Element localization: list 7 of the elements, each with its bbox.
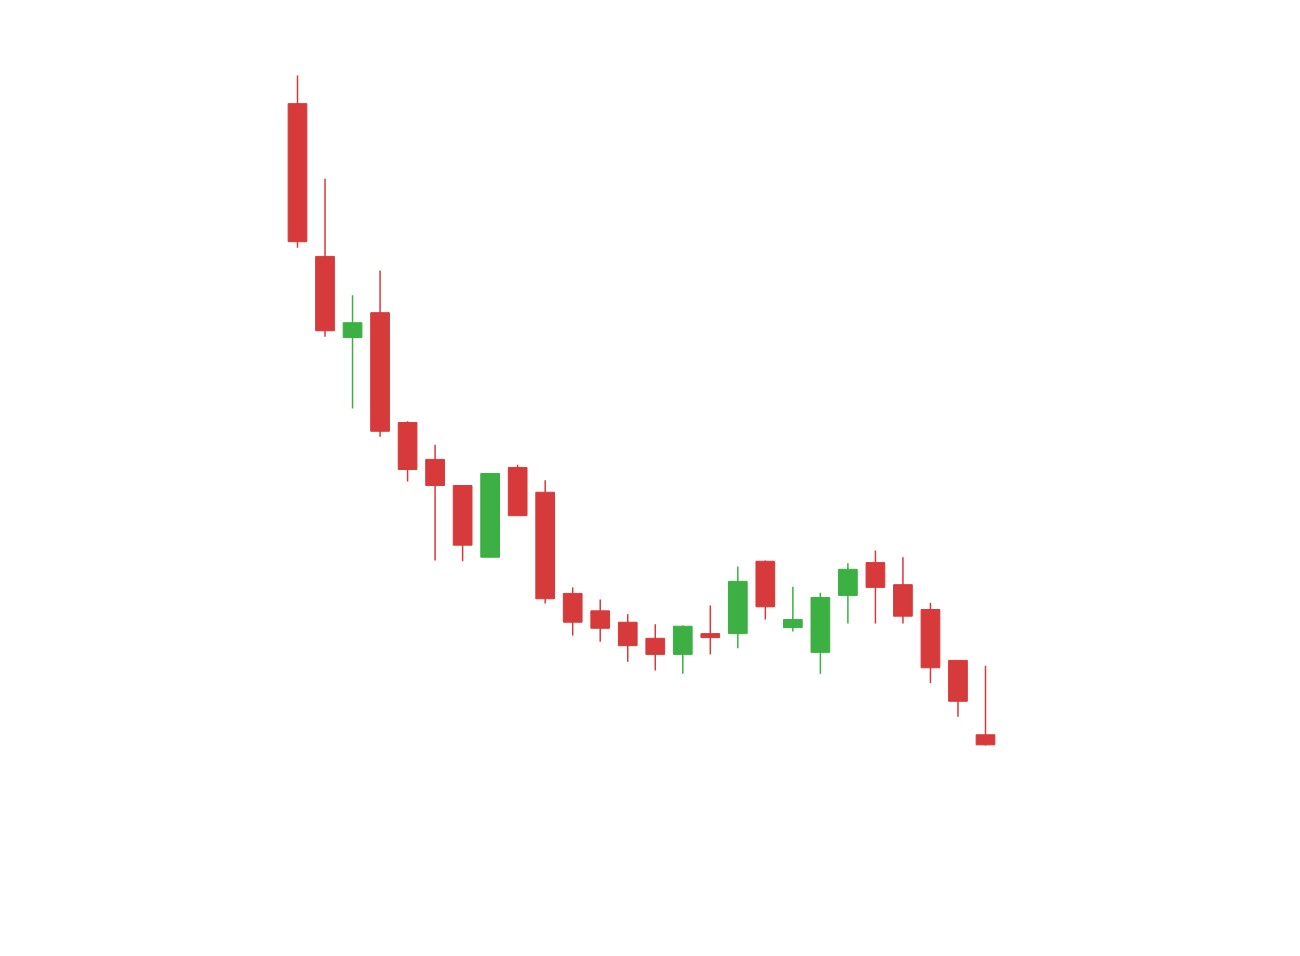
candlestick [645, 623, 666, 672]
candlestick [783, 585, 803, 633]
candlestick [975, 665, 996, 747]
candlestick [700, 604, 721, 656]
candlestick [342, 294, 363, 410]
candlestick [590, 598, 611, 643]
candlestick [617, 613, 638, 663]
